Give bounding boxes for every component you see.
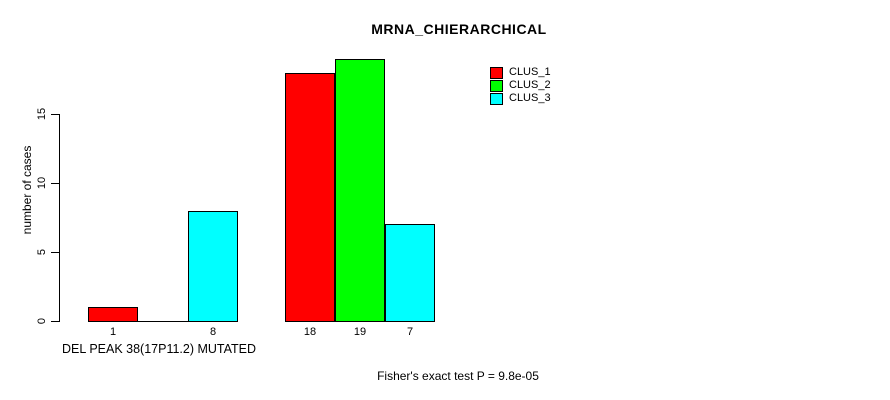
legend-row-clus_2: CLUS_2 — [490, 79, 551, 92]
y-tick-label-15: 15 — [36, 107, 48, 121]
bar-clus_3-group1 — [188, 211, 238, 322]
legend-label-clus_2: CLUS_2 — [509, 79, 551, 91]
x-axis-label: DEL PEAK 38(17P11.2) MUTATED — [62, 342, 257, 356]
bar-value-label-clus_1-group1: 1 — [109, 326, 117, 338]
bar-clus_2-group2 — [335, 59, 385, 322]
bar-clus_3-group2 — [385, 224, 435, 322]
bar-clus_1-group2 — [285, 73, 335, 322]
y-axis-line — [59, 114, 60, 322]
chart-title: MRNA_CHIERARCHICAL — [371, 21, 547, 37]
bar-value-label-clus_1-group2: 18 — [303, 326, 317, 338]
bar-clus_2-group1-zero — [138, 321, 189, 322]
legend-label-clus_3: CLUS_3 — [509, 92, 551, 104]
y-tick-label-10: 10 — [36, 176, 48, 190]
legend-swatch-clus_3 — [490, 92, 503, 105]
legend-swatch-clus_2 — [490, 79, 503, 92]
bar-value-label-clus_2-group2: 19 — [353, 326, 367, 338]
legend: CLUS_1 CLUS_2 CLUS_3 — [490, 66, 551, 105]
y-axis-label-text: number of cases — [20, 145, 34, 235]
y-tick-5 — [51, 252, 59, 253]
legend-row-clus_1: CLUS_1 — [490, 66, 551, 79]
legend-label-clus_1: CLUS_1 — [509, 66, 551, 78]
bar-value-label-clus_3-group1: 8 — [209, 326, 217, 338]
y-tick-15 — [51, 114, 59, 115]
y-tick-label-0: 0 — [36, 317, 48, 325]
legend-swatch-clus_1 — [490, 66, 503, 79]
fisher-test-annotation: Fisher's exact test P = 9.8e-05 — [377, 369, 539, 383]
bar-clus_1-group1 — [88, 307, 138, 322]
legend-row-clus_3: CLUS_3 — [490, 92, 551, 105]
bar-value-label-clus_3-group2: 7 — [406, 326, 414, 338]
y-tick-label-5: 5 — [36, 248, 48, 256]
y-tick-0 — [51, 321, 59, 322]
y-tick-10 — [51, 183, 59, 184]
